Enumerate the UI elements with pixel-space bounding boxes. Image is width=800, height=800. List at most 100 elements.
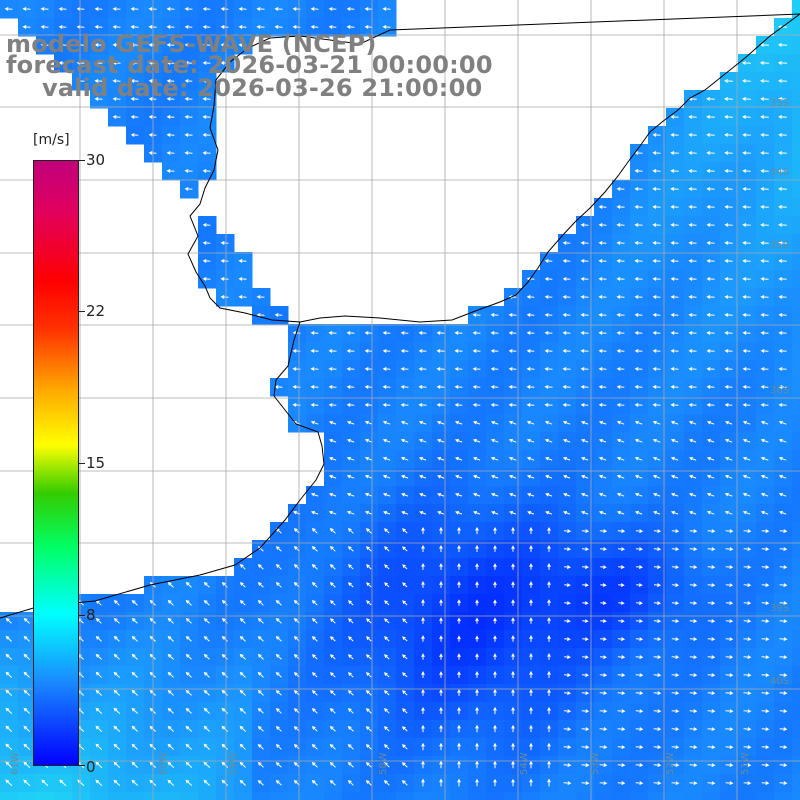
wind-arrow bbox=[724, 492, 733, 497]
wind-speed-cell bbox=[792, 414, 800, 433]
wind-arrow bbox=[616, 349, 625, 353]
wind-arrow bbox=[167, 743, 175, 750]
wind-arrow bbox=[366, 636, 372, 642]
wind-arrow bbox=[652, 241, 661, 245]
wind-arrow bbox=[689, 637, 698, 641]
wind-arrow bbox=[382, 331, 391, 335]
wind-speed-cell bbox=[198, 792, 217, 800]
wind-arrow bbox=[600, 619, 607, 623]
wind-arrow bbox=[508, 456, 517, 461]
wind-arrow bbox=[364, 420, 373, 425]
wind-arrow bbox=[634, 456, 643, 461]
wind-arrow bbox=[310, 367, 319, 371]
wind-arrow bbox=[472, 367, 481, 371]
wind-speed-cell bbox=[306, 792, 325, 800]
wind-arrow bbox=[59, 779, 67, 787]
wind-arrow bbox=[257, 743, 264, 750]
wind-arrow bbox=[759, 43, 770, 47]
wind-arrow bbox=[652, 403, 661, 407]
wind-arrow bbox=[724, 510, 733, 515]
wind-arrow bbox=[257, 761, 264, 768]
wind-arrow bbox=[742, 223, 751, 227]
lon-label: 54W bbox=[519, 752, 530, 775]
wind-arrow bbox=[329, 564, 336, 570]
wind-arrow bbox=[238, 25, 247, 29]
wind-arrow bbox=[166, 151, 175, 155]
wind-speed-cell bbox=[414, 792, 433, 800]
wind-arrow bbox=[616, 241, 625, 245]
wind-arrow bbox=[328, 474, 337, 479]
wind-arrow bbox=[328, 367, 337, 371]
wind-arrow bbox=[184, 25, 193, 29]
wind-arrow bbox=[421, 526, 425, 534]
wind-arrow bbox=[688, 187, 697, 191]
wind-arrow bbox=[95, 653, 102, 660]
wind-arrow bbox=[94, 97, 103, 101]
wind-arrow bbox=[725, 709, 734, 713]
wind-arrow bbox=[131, 635, 138, 642]
wind-arrow bbox=[634, 169, 643, 173]
wind-arrow bbox=[94, 61, 103, 65]
wind-arrow bbox=[475, 724, 479, 733]
wind-arrow bbox=[670, 223, 679, 227]
wind-arrow bbox=[221, 617, 228, 624]
wind-speed-cell bbox=[792, 792, 800, 800]
wind-speed-cell bbox=[252, 792, 271, 800]
wind-arrow bbox=[529, 670, 533, 678]
wind-arrow bbox=[688, 403, 697, 407]
wind-arrow bbox=[365, 762, 372, 768]
wind-arrow bbox=[347, 725, 354, 732]
wind-arrow bbox=[616, 438, 625, 443]
wind-arrow bbox=[238, 43, 247, 47]
wind-arrow bbox=[689, 529, 698, 533]
wind-arrow bbox=[634, 259, 643, 263]
wind-arrow bbox=[635, 745, 644, 749]
wind-arrow bbox=[760, 367, 769, 371]
wind-speed-cell bbox=[216, 792, 235, 800]
wind-arrow bbox=[761, 691, 770, 695]
wind-speed-cell bbox=[774, 792, 793, 800]
wind-arrow bbox=[724, 223, 733, 227]
wind-arrow bbox=[671, 655, 680, 659]
wind-arrow bbox=[328, 510, 337, 515]
colorbar-unit: [m/s] bbox=[33, 132, 70, 148]
wind-arrow bbox=[760, 241, 769, 245]
wind-arrow bbox=[454, 385, 463, 389]
wind-arrow bbox=[778, 438, 787, 443]
wind-arrow bbox=[724, 151, 733, 155]
wind-arrow bbox=[527, 511, 535, 515]
wind-arrow bbox=[743, 637, 752, 641]
wind-arrow bbox=[671, 601, 680, 605]
wind-arrow bbox=[598, 492, 607, 497]
wind-arrow bbox=[759, 61, 770, 65]
wind-arrow bbox=[778, 313, 787, 317]
wind-arrow bbox=[40, 7, 49, 11]
wind-arrow bbox=[131, 653, 138, 660]
wind-arrow bbox=[511, 599, 515, 606]
wind-arrow bbox=[511, 760, 515, 769]
wind-arrow bbox=[439, 689, 443, 696]
wind-arrow bbox=[421, 599, 425, 606]
wind-speed-cell bbox=[162, 792, 181, 800]
wind-arrow bbox=[239, 617, 246, 624]
wind-arrow bbox=[439, 724, 443, 733]
wind-arrow bbox=[616, 510, 625, 515]
wind-arrow bbox=[617, 727, 626, 731]
wind-arrow bbox=[23, 653, 31, 660]
colorbar-tick bbox=[79, 463, 85, 464]
wind-speed-cell bbox=[432, 792, 451, 800]
wind-speed-cell bbox=[792, 0, 800, 19]
wind-arrow bbox=[743, 583, 752, 587]
wind-arrow bbox=[580, 223, 589, 227]
wind-arrow bbox=[419, 474, 427, 479]
wind-arrow bbox=[493, 724, 497, 733]
wind-arrow bbox=[275, 689, 282, 696]
wind-arrow bbox=[437, 475, 445, 479]
wind-arrow bbox=[185, 689, 192, 696]
wind-arrow bbox=[707, 547, 716, 551]
wind-arrow bbox=[724, 97, 733, 101]
wind-arrow bbox=[598, 349, 607, 353]
wind-arrow bbox=[581, 781, 590, 785]
wind-arrow bbox=[58, 25, 67, 29]
wind-arrow bbox=[275, 653, 282, 660]
